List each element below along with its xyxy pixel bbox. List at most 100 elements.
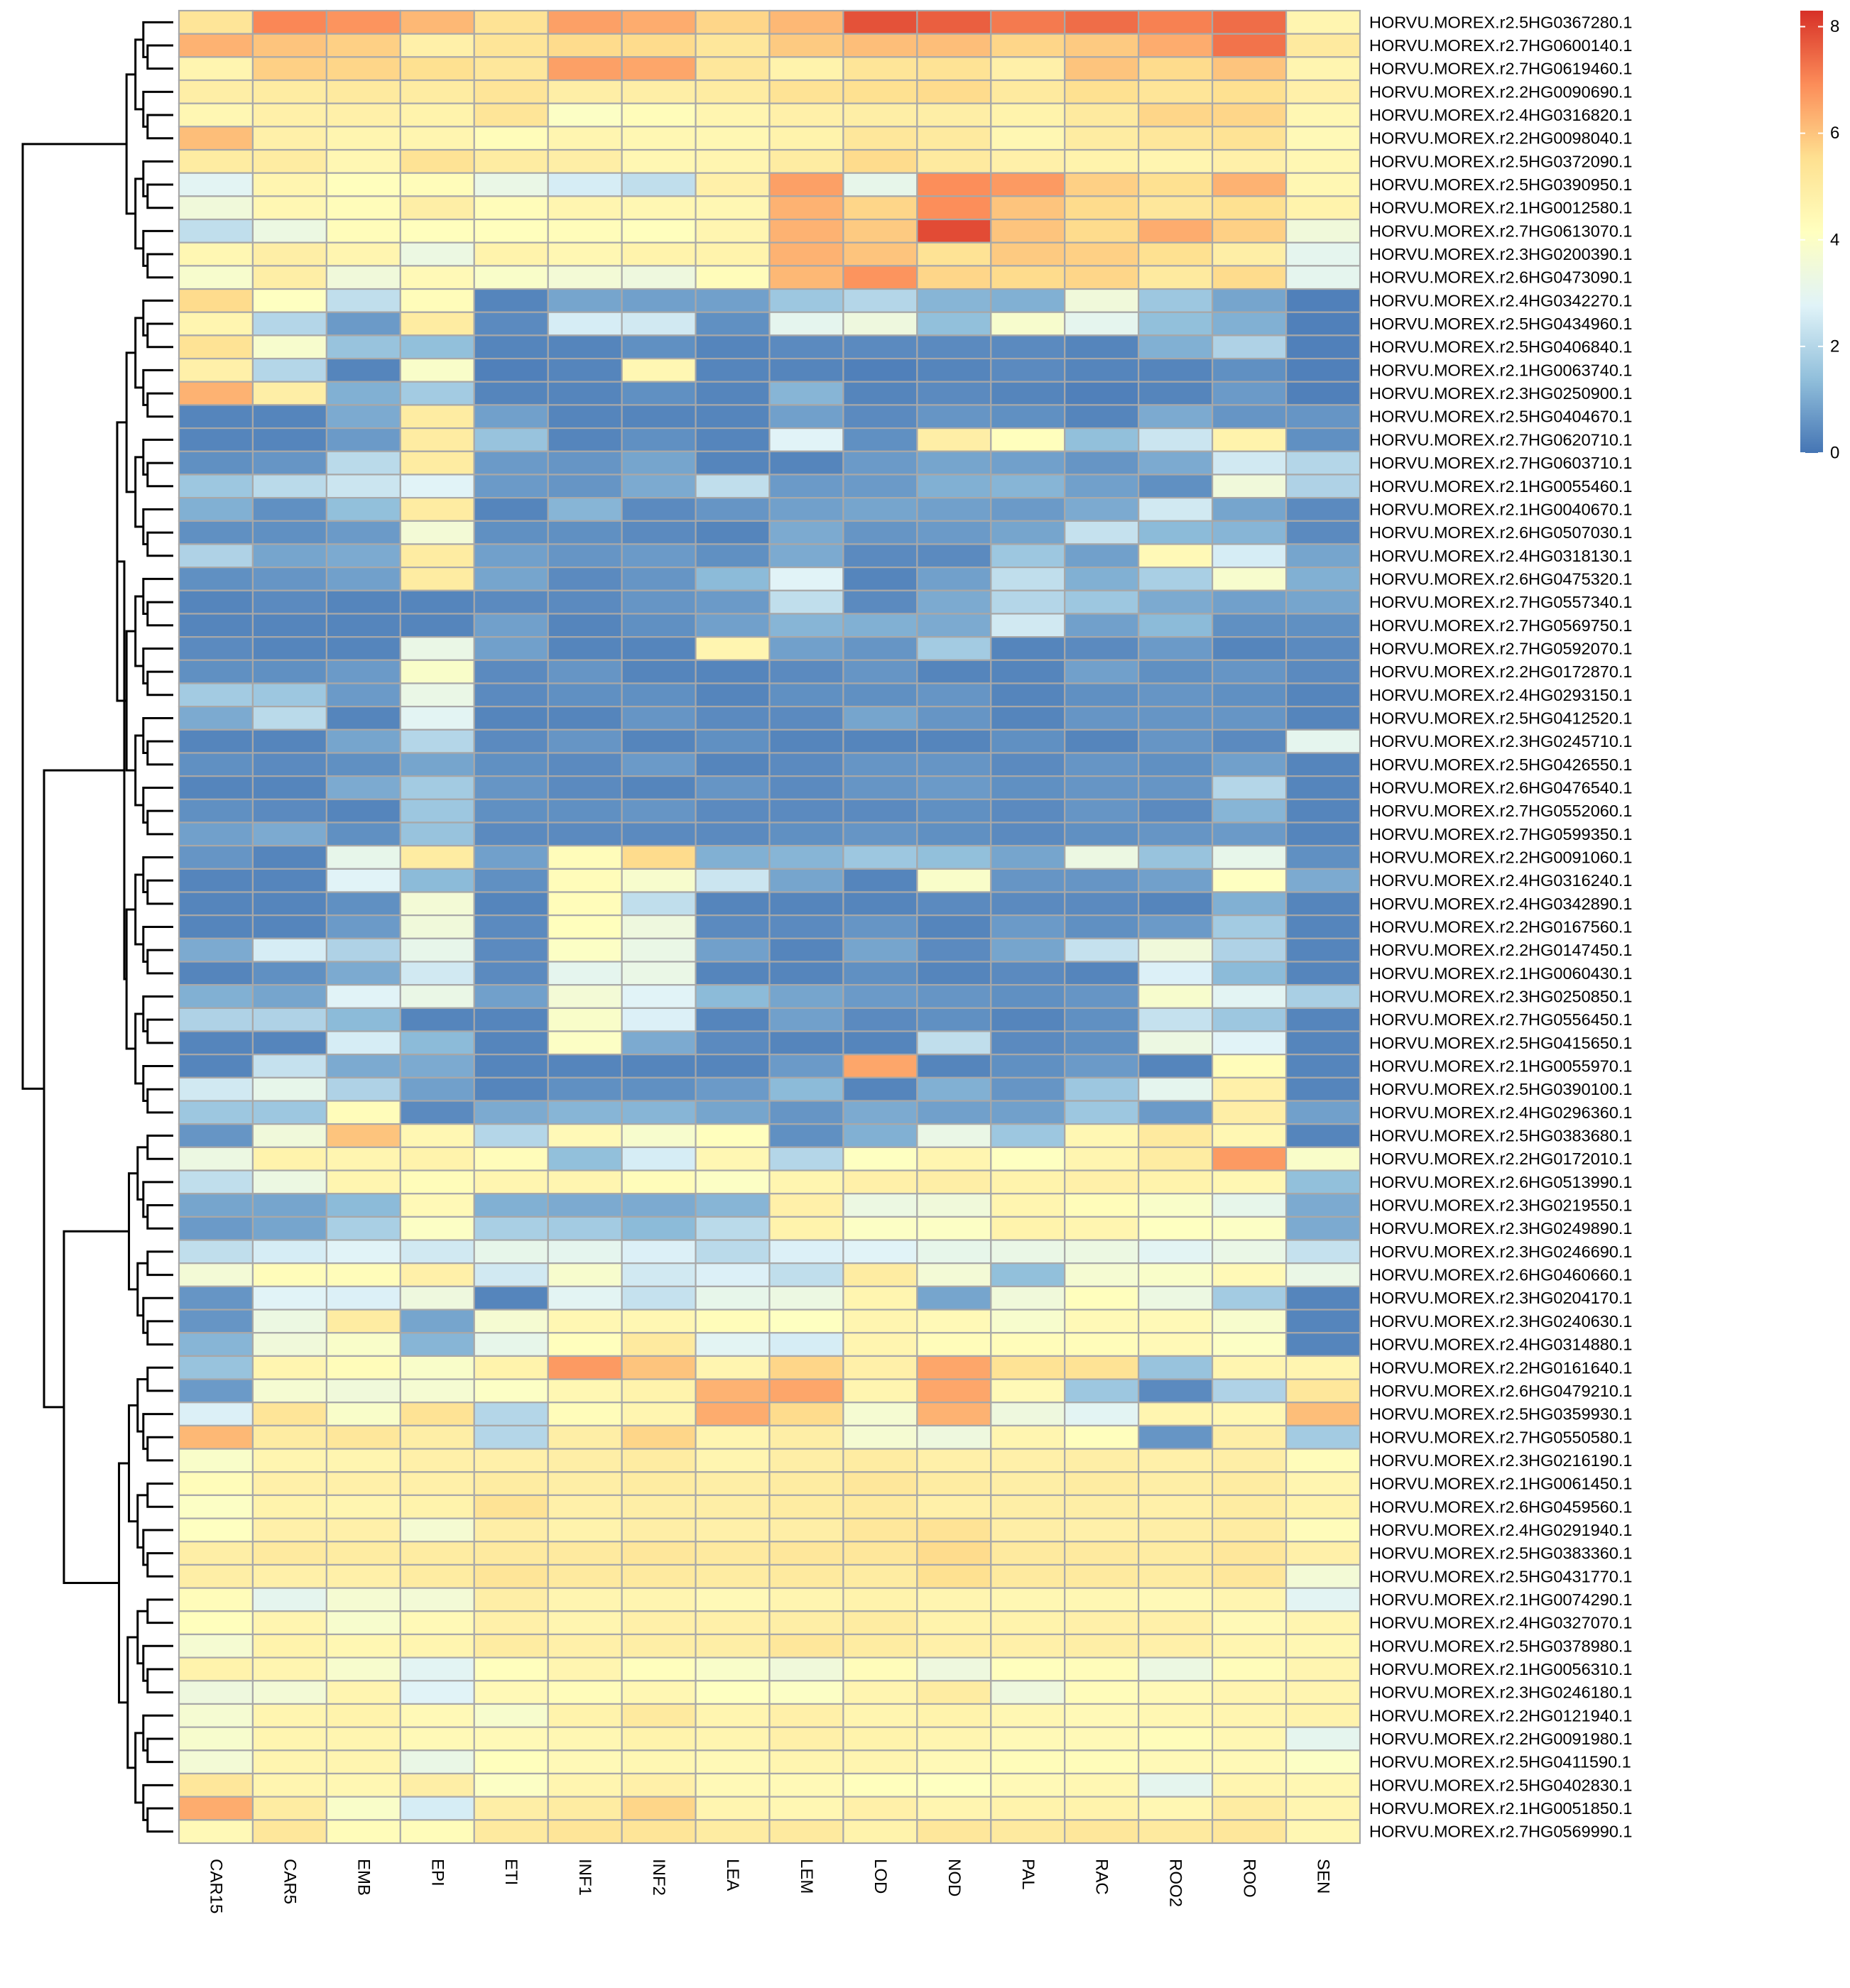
heatmap-cell [1064,102,1140,128]
heatmap-cell [251,868,327,893]
heatmap-cell [399,937,475,963]
heatmap-cell [178,1633,254,1659]
heatmap-cell [473,450,549,476]
heatmap-cell [990,891,1066,917]
heatmap-cell [1212,1100,1288,1125]
heatmap-cell [178,1680,254,1705]
row-label: HORVU.MOREX.r2.2HG0167560.1 [1369,918,1633,936]
heatmap-cell [473,1030,549,1056]
heatmap-cell [1285,821,1361,847]
heatmap-cell [547,148,623,174]
heatmap-cell [695,1587,771,1612]
heatmap-cell [1285,775,1361,800]
heatmap-cell [695,474,771,499]
heatmap-cell [399,1656,475,1682]
heatmap-cell [695,706,771,731]
heatmap-cell [990,1030,1066,1056]
heatmap-cell [990,1239,1066,1265]
heatmap-cell [251,148,327,174]
dendrogram-branch [146,740,173,766]
heatmap-cell [1212,1309,1288,1334]
heatmap-cell [547,682,623,708]
heatmap-cell [325,1030,401,1056]
heatmap-cell [473,1517,549,1543]
heatmap-cell [547,1448,623,1473]
dendrogram-branch [136,1610,148,1665]
heatmap-cell [621,937,697,963]
heatmap-cell [695,659,771,684]
heatmap-cell [1138,1726,1214,1752]
dendrogram-branch [146,531,173,557]
heatmap-cell [1064,752,1140,777]
heatmap-cell [768,566,844,591]
heatmap-cell [916,1541,992,1566]
heatmap-cell [621,172,697,197]
heatmap-cell [990,1169,1066,1195]
heatmap-cell [1064,1424,1140,1450]
heatmap-cell [399,1424,475,1450]
heatmap-cell [178,311,254,337]
heatmap-cell [621,1587,697,1612]
heatmap-cell [842,474,918,499]
heatmap-cell [1064,1819,1140,1845]
heatmap-cell [990,868,1066,893]
row-label: HORVU.MOREX.r2.7HG0550580.1 [1369,1428,1633,1446]
heatmap-cell [916,1726,992,1752]
heatmap-cell [990,1332,1066,1358]
heatmap-cell [1064,636,1140,661]
row-label: HORVU.MOREX.r2.6HG0475320.1 [1369,569,1633,588]
heatmap-cell [768,1378,844,1404]
heatmap-cell [473,56,549,82]
heatmap-cell [842,914,918,939]
heatmap-cell [547,589,623,615]
row-label: HORVU.MOREX.r2.1HG0055460.1 [1369,477,1633,496]
heatmap-cell [178,1471,254,1497]
heatmap-cell [1212,543,1288,569]
heatmap-cell [1064,1076,1140,1102]
heatmap-cell [325,9,401,35]
heatmap-cell [1212,1703,1288,1728]
heatmap-cell [695,1239,771,1265]
heatmap-cell [1064,1262,1140,1287]
heatmap-cell [1064,172,1140,197]
heatmap-cell [178,914,254,939]
heatmap-cell [1212,1587,1288,1612]
heatmap-cell [695,56,771,82]
heatmap-cell [1138,1541,1214,1566]
heatmap-cell [990,961,1066,986]
row-label: HORVU.MOREX.r2.2HG0090690.1 [1369,82,1633,101]
heatmap-cell [842,9,918,35]
heatmap-cell [842,1239,918,1265]
heatmap-cell [178,1076,254,1102]
heatmap-cell [251,1749,327,1775]
heatmap-cell [251,891,327,917]
heatmap-cell [768,868,844,893]
heatmap-cell [1285,1819,1361,1845]
heatmap-cell [1285,937,1361,963]
heatmap-cell [695,589,771,615]
heatmap-cell [1285,636,1361,661]
heatmap-cell [251,265,327,290]
heatmap-cell [325,218,401,244]
heatmap-cell [695,1076,771,1102]
heatmap-cell [621,1007,697,1032]
heatmap-cell [1138,845,1214,870]
heatmap-cell [916,218,992,244]
heatmap-cell [251,1610,327,1636]
heatmap-cell [990,520,1066,545]
heatmap-cell [1064,1054,1140,1078]
row-label: HORVU.MOREX.r2.1HG0060430.1 [1369,964,1633,983]
heatmap-cell [1138,752,1214,777]
heatmap-cell [399,682,475,708]
heatmap-cell [1138,1402,1214,1427]
heatmap-cell [990,1355,1066,1380]
dendrogram-branch [146,1737,173,1764]
heatmap-cell [1285,1796,1361,1821]
dendrogram-branch [21,143,127,1090]
row-label: HORVU.MOREX.r2.4HG0293150.1 [1369,686,1633,704]
heatmap-cell [1138,706,1214,731]
heatmap-cell [768,682,844,708]
dendrogram-branch [142,1644,173,1682]
legend-tick-label: 6 [1830,124,1839,143]
heatmap-cell [768,334,844,360]
